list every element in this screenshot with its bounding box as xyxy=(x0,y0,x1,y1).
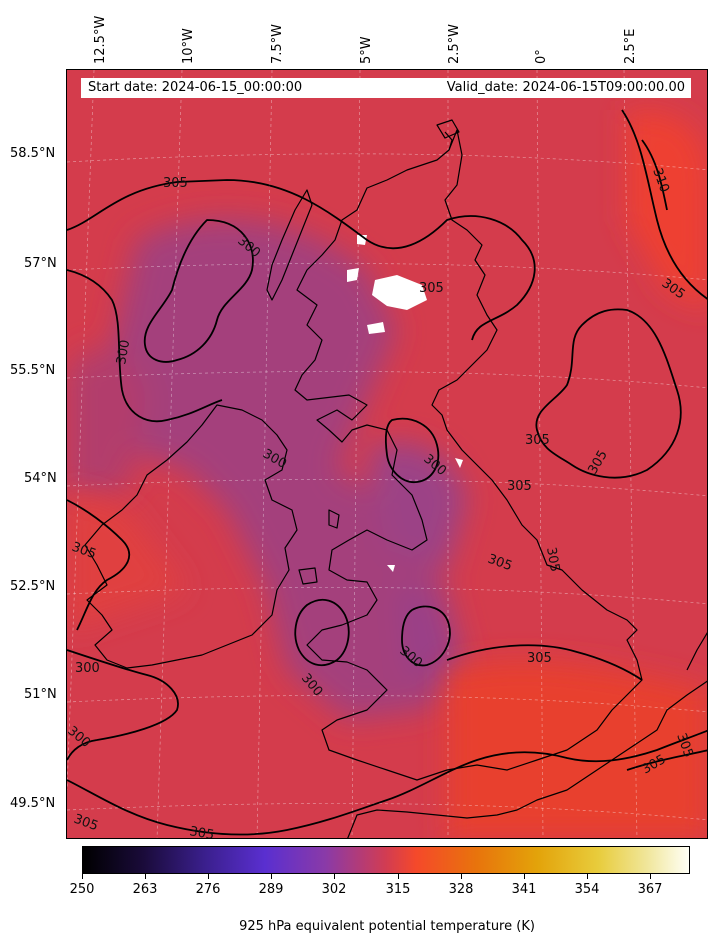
contour-label-305-g: 305 xyxy=(543,546,562,573)
contour-305-east-loop xyxy=(535,308,682,479)
lon-label-0: 0° xyxy=(534,49,549,64)
coastline-france xyxy=(347,680,707,838)
contours xyxy=(67,109,707,836)
colorbar-tick-263 xyxy=(145,874,146,879)
masked-highland-areas xyxy=(347,235,463,572)
lon-label-10w: 10°W xyxy=(181,28,196,64)
contour-305-england-loop xyxy=(446,644,643,681)
lon-label-5w: 5°W xyxy=(359,36,374,64)
lon-label-12-5w: 12.5°W xyxy=(93,15,108,64)
contour-305-south xyxy=(67,729,707,836)
colorbar-tick-354 xyxy=(587,874,588,879)
colorbar-label-354: 354 xyxy=(574,882,600,897)
colorbar-tick-276 xyxy=(208,874,209,879)
lat-label-54n: 54°N xyxy=(24,471,57,486)
contour-label-300-b: 300 xyxy=(114,339,133,366)
coastline-shetland xyxy=(444,131,453,151)
colorbar-tick-250 xyxy=(82,874,83,879)
valid-date-label: Valid_date: 2024-06-15T09:00:00.00 xyxy=(446,80,685,95)
start-date-label: Start date: 2024-06-15_00:00:00 xyxy=(88,80,303,95)
contour-label-305-l: 305 xyxy=(188,824,215,839)
contour-305-channel xyxy=(626,749,707,771)
contour-label-305-a: 305 xyxy=(163,176,188,191)
contour-label-305-f: 305 xyxy=(507,479,532,494)
colorbar-tick-328 xyxy=(461,874,462,879)
coastlines xyxy=(84,119,707,838)
contour-300-midwest xyxy=(67,649,179,761)
contour-label-300-g: 300 xyxy=(75,661,100,676)
date-info-box: Start date: 2024-06-15_00:00:00 Valid_da… xyxy=(81,78,691,98)
contour-300-north-england xyxy=(384,417,440,483)
coastline-low-countries xyxy=(686,632,707,671)
theta-e-map: 305 300 300 310 305 305 305 305 305 305 … xyxy=(67,70,707,839)
lon-label-7-5w: 7.5°W xyxy=(270,23,285,64)
contour-label-305-d: 305 xyxy=(525,433,550,448)
colorbar-label-263: 263 xyxy=(132,882,158,897)
coastline-ireland xyxy=(84,404,298,669)
colorbar-label-328: 328 xyxy=(448,882,474,897)
colorbar-label-276: 276 xyxy=(195,882,221,897)
contour-305-north xyxy=(67,179,536,341)
contour-300-england xyxy=(401,605,451,667)
colorbar-label-289: 289 xyxy=(258,882,284,897)
contour-label-305-c: 305 xyxy=(419,281,444,296)
map-panel: 305 300 300 310 305 305 305 305 305 305 … xyxy=(66,69,708,839)
colorbar-label-341: 341 xyxy=(511,882,537,897)
lat-label-52-5n: 52.5°N xyxy=(10,579,56,594)
lon-label-2-5w: 2.5°W xyxy=(447,23,462,64)
lat-label-58-5n: 58.5°N xyxy=(10,146,56,161)
coastline-orkney xyxy=(436,119,460,139)
contour-300-wales xyxy=(294,598,350,667)
lat-label-57n: 57°N xyxy=(24,256,57,271)
coastline-great-britain xyxy=(294,129,643,781)
coastline-outer-hebrides xyxy=(266,189,313,301)
lon-label-2-5e: 2.5°E xyxy=(623,28,638,64)
colorbar xyxy=(82,846,690,874)
colorbar-tick-341 xyxy=(524,874,525,879)
colorbar-label-315: 315 xyxy=(385,882,411,897)
coastline-anglesey xyxy=(298,567,318,585)
colorbar-tick-302 xyxy=(334,874,335,879)
contour-300-west xyxy=(67,269,223,423)
contour-305-southwest xyxy=(67,499,131,631)
colorbar-title: 925 hPa equivalent potential temperature… xyxy=(239,919,535,934)
contour-label-305-j: 305 xyxy=(527,651,552,666)
colorbar-label-367: 367 xyxy=(637,882,663,897)
contour-305-northeast xyxy=(621,109,707,300)
lat-label-55-5n: 55.5°N xyxy=(10,363,56,378)
contour-310-east xyxy=(641,139,668,211)
graticule xyxy=(67,70,707,838)
lat-label-51n: 51°N xyxy=(24,687,57,702)
contour-300-west-loop xyxy=(143,219,254,363)
coastline-isle-of-man xyxy=(328,509,340,529)
colorbar-tick-289 xyxy=(271,874,272,879)
colorbar-tick-367 xyxy=(650,874,651,879)
lat-label-49-5n: 49.5°N xyxy=(10,796,56,811)
colorbar-label-302: 302 xyxy=(321,882,347,897)
colorbar-label-250: 250 xyxy=(69,882,95,897)
field-warm-regions xyxy=(67,110,707,838)
colorbar-tick-315 xyxy=(398,874,399,879)
